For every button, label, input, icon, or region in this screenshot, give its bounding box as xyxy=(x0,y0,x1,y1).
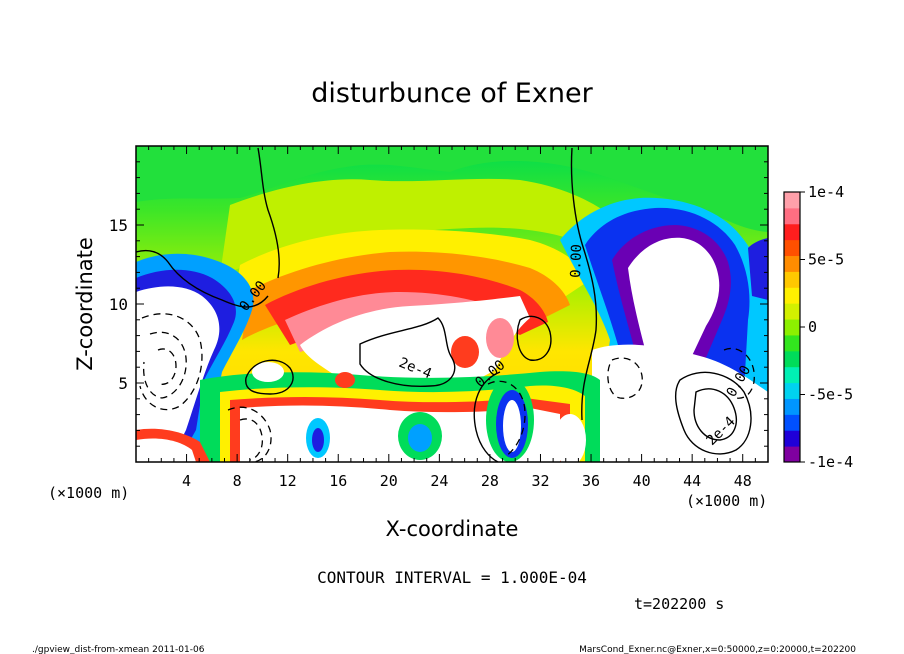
colorbar-swatch xyxy=(784,446,800,463)
colorbar-swatch xyxy=(784,319,800,336)
colorbar-tick-label: 0 xyxy=(808,318,817,336)
colorbar-swatch xyxy=(784,287,800,304)
field-blob-7 xyxy=(503,400,521,452)
field-bottom-left-white xyxy=(136,438,196,462)
colorbar-swatch xyxy=(784,239,800,257)
x-tick-label: 28 xyxy=(481,472,499,490)
contour-pos-lower-right-2 xyxy=(693,388,738,441)
field-blob-8 xyxy=(554,414,586,462)
colorbar-swatch xyxy=(784,271,800,288)
colorbar-swatch xyxy=(784,430,800,447)
field-white-right xyxy=(628,237,720,368)
x-tick-label: 32 xyxy=(531,472,549,490)
y-tick-label: 5 xyxy=(118,374,128,393)
x-tick-label: 40 xyxy=(633,472,651,490)
x-tick-label: 24 xyxy=(430,472,448,490)
plot-area: 0.00 0.00 0.00 2e-4 0.00 2e-4 xyxy=(136,146,768,462)
x-tick-label: 4 xyxy=(182,472,191,490)
x-axis: 4 8 12 16 20 24 28 32 36 40 44 48 xyxy=(148,146,756,490)
field-lightgreen xyxy=(220,178,610,275)
colorbar-swatch xyxy=(784,350,800,368)
contour-pos-left xyxy=(245,359,294,395)
colorbar-swatch xyxy=(784,382,800,399)
x-unit-right: (×1000 m) xyxy=(686,492,767,510)
field-blob-4 xyxy=(408,424,432,452)
colorbar-swatch xyxy=(784,414,800,431)
colorbar-swatch xyxy=(784,207,800,225)
colorbar-swatch xyxy=(784,223,800,241)
contour-zero-left xyxy=(136,249,269,308)
contour-pos-right xyxy=(516,315,552,361)
field-blob-12 xyxy=(486,318,514,358)
x-tick-label: 44 xyxy=(683,472,701,490)
x-tick-label: 8 xyxy=(233,472,242,490)
y-axis-label: Z-coordinate xyxy=(73,237,97,371)
footer-right: MarsCond_Exner.nc@Exner,x=0:50000,z=0:20… xyxy=(579,645,856,654)
contour-interval-text: CONTOUR INTERVAL = 1.000E-04 xyxy=(317,568,587,587)
x-tick-label: 20 xyxy=(380,472,398,490)
chart-title: disturbunce of Exner xyxy=(311,78,593,109)
colorbar-tick-label: 1e-4 xyxy=(808,183,844,201)
colorbar-swatch xyxy=(784,255,800,272)
contour-label-2: 0.00 xyxy=(568,244,585,278)
colorbar-swatch xyxy=(784,334,800,352)
time-text: t=202200 s xyxy=(634,595,724,613)
colorbar-tick-label: 5e-5 xyxy=(808,251,844,269)
y-tick-label: 15 xyxy=(109,216,128,235)
x-tick-label: 12 xyxy=(279,472,297,490)
y-axis: 5 10 15 xyxy=(109,161,768,447)
colorbar-swatch xyxy=(784,303,800,320)
colorbar-tick-label: -1e-4 xyxy=(808,453,853,471)
contour-lines-negative xyxy=(139,313,755,462)
field-blob-9 xyxy=(252,362,284,382)
contour-zero-top xyxy=(257,147,280,279)
field-green-top xyxy=(136,146,768,232)
x-axis-label: X-coordinate xyxy=(386,517,519,541)
x-tick-label: 48 xyxy=(734,472,752,490)
colorbar-swatch xyxy=(784,366,800,384)
colorbar-tick-label: -5e-5 xyxy=(808,386,853,404)
field-blob-11 xyxy=(451,336,479,368)
colorbar: 1e-4 5e-5 0 -5e-5 -1e-4 xyxy=(783,183,853,471)
field-white-lower-right xyxy=(592,344,768,462)
colorbar-swatch xyxy=(784,398,800,415)
x-tick-label: 16 xyxy=(329,472,347,490)
contour-lines xyxy=(136,147,752,462)
footer-left: ./gpview_dist-from-xmean 2011-01-06 xyxy=(32,645,205,654)
y-tick-label: 10 xyxy=(109,295,128,314)
field-blob-10 xyxy=(335,372,355,388)
contour-zero-right xyxy=(570,147,598,421)
field-white-centre xyxy=(300,296,530,395)
field-far-right-blue xyxy=(748,238,768,300)
contour-pos-lower-right xyxy=(674,371,752,455)
field-left-white xyxy=(136,286,220,462)
x-tick-label: 36 xyxy=(582,472,600,490)
field-blob-2 xyxy=(312,428,324,452)
colorbar-swatch xyxy=(784,192,800,209)
contour-pos-centre xyxy=(359,317,456,387)
x-unit-left: (×1000 m) xyxy=(48,484,129,502)
